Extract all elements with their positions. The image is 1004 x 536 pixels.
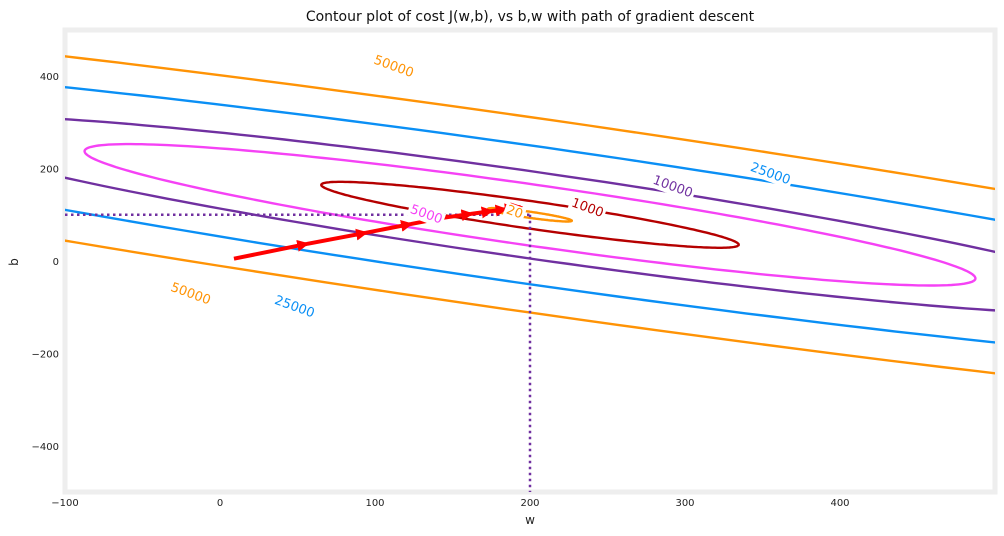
x-axis-ticks: −100 0 100 200 300 400 <box>51 498 849 509</box>
gd-step-0 <box>233 239 310 261</box>
plot-frame <box>62 27 998 495</box>
y-axis-label: b <box>7 258 21 266</box>
contour-label-20-0: 20 <box>504 203 525 223</box>
contour-lines <box>65 55 995 375</box>
contour-5000 <box>83 142 977 287</box>
gd-step-5 <box>470 206 494 219</box>
x-tick-label: 300 <box>675 498 694 509</box>
x-tick-label: −100 <box>51 498 78 509</box>
contour-label-bg <box>502 201 527 224</box>
contour-label-bg <box>166 279 215 310</box>
y-tick-label: 0 <box>53 257 59 268</box>
x-axis-label: w <box>525 513 535 527</box>
gd-step-1 <box>306 228 369 246</box>
contour-25000 <box>65 85 995 344</box>
target-lines <box>65 213 532 492</box>
contour-label-bg <box>648 172 697 202</box>
contour-10000 <box>65 118 995 312</box>
contour-label-bg <box>369 52 418 82</box>
gd-step-4 <box>444 209 474 222</box>
x-tick-label: 200 <box>520 498 539 509</box>
chart-title: Contour plot of cost J(w,b), vs b,w with… <box>306 9 755 25</box>
contour-1000 <box>320 180 740 250</box>
gd-step-2 <box>365 219 414 235</box>
x-tick-label: 100 <box>365 498 384 509</box>
y-tick-label: 200 <box>40 165 59 176</box>
contour-label-bg <box>746 159 795 189</box>
contour-label-bg <box>270 292 319 322</box>
contour-label-bg <box>406 201 447 229</box>
contour-label-bg <box>567 194 608 222</box>
gd-step-6 <box>490 204 508 217</box>
y-axis-ticks: −400 −200 0 200 400 <box>32 72 59 453</box>
y-tick-label: 400 <box>40 72 59 83</box>
y-tick-label: −200 <box>32 349 59 360</box>
x-tick-label: 400 <box>830 498 849 509</box>
x-tick-label: 0 <box>217 498 223 509</box>
y-tick-label: −400 <box>32 442 59 453</box>
